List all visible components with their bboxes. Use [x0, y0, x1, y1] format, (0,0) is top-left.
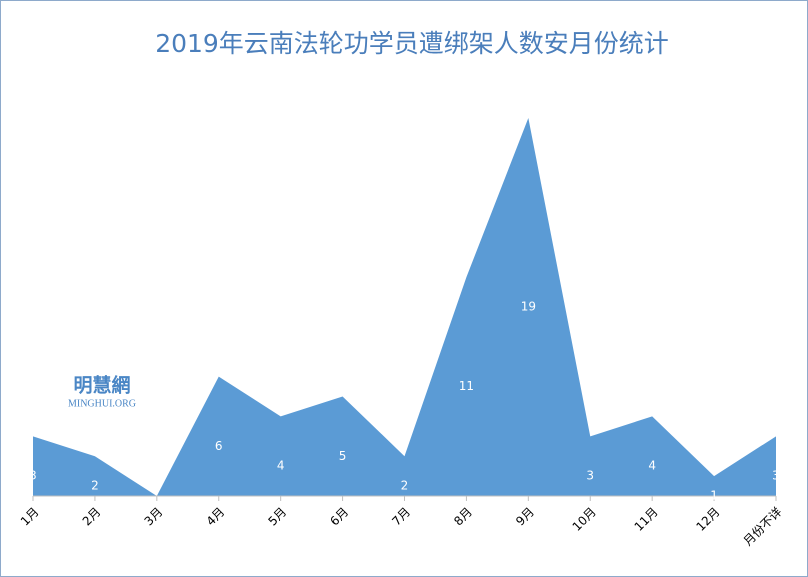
data-label: 2	[401, 479, 409, 493]
data-label: 5	[339, 449, 347, 463]
data-label: 1	[710, 489, 718, 503]
watermark-name: 明慧網	[73, 374, 130, 397]
data-label: 4	[648, 459, 656, 473]
data-label: 11	[459, 379, 474, 393]
watermark-site: MINGHUI.ORG	[68, 398, 136, 409]
data-label: 3	[772, 469, 780, 483]
area	[33, 118, 776, 496]
data-label: 6	[215, 439, 223, 453]
data-label: 4	[277, 459, 285, 473]
chart-title: 2019年云南法轮功学员遭绑架人数安月份统计	[155, 29, 669, 58]
data-label: 19	[521, 300, 536, 314]
data-label: 3	[586, 469, 594, 483]
data-label: 3	[29, 469, 37, 483]
data-label: 2	[91, 479, 99, 493]
